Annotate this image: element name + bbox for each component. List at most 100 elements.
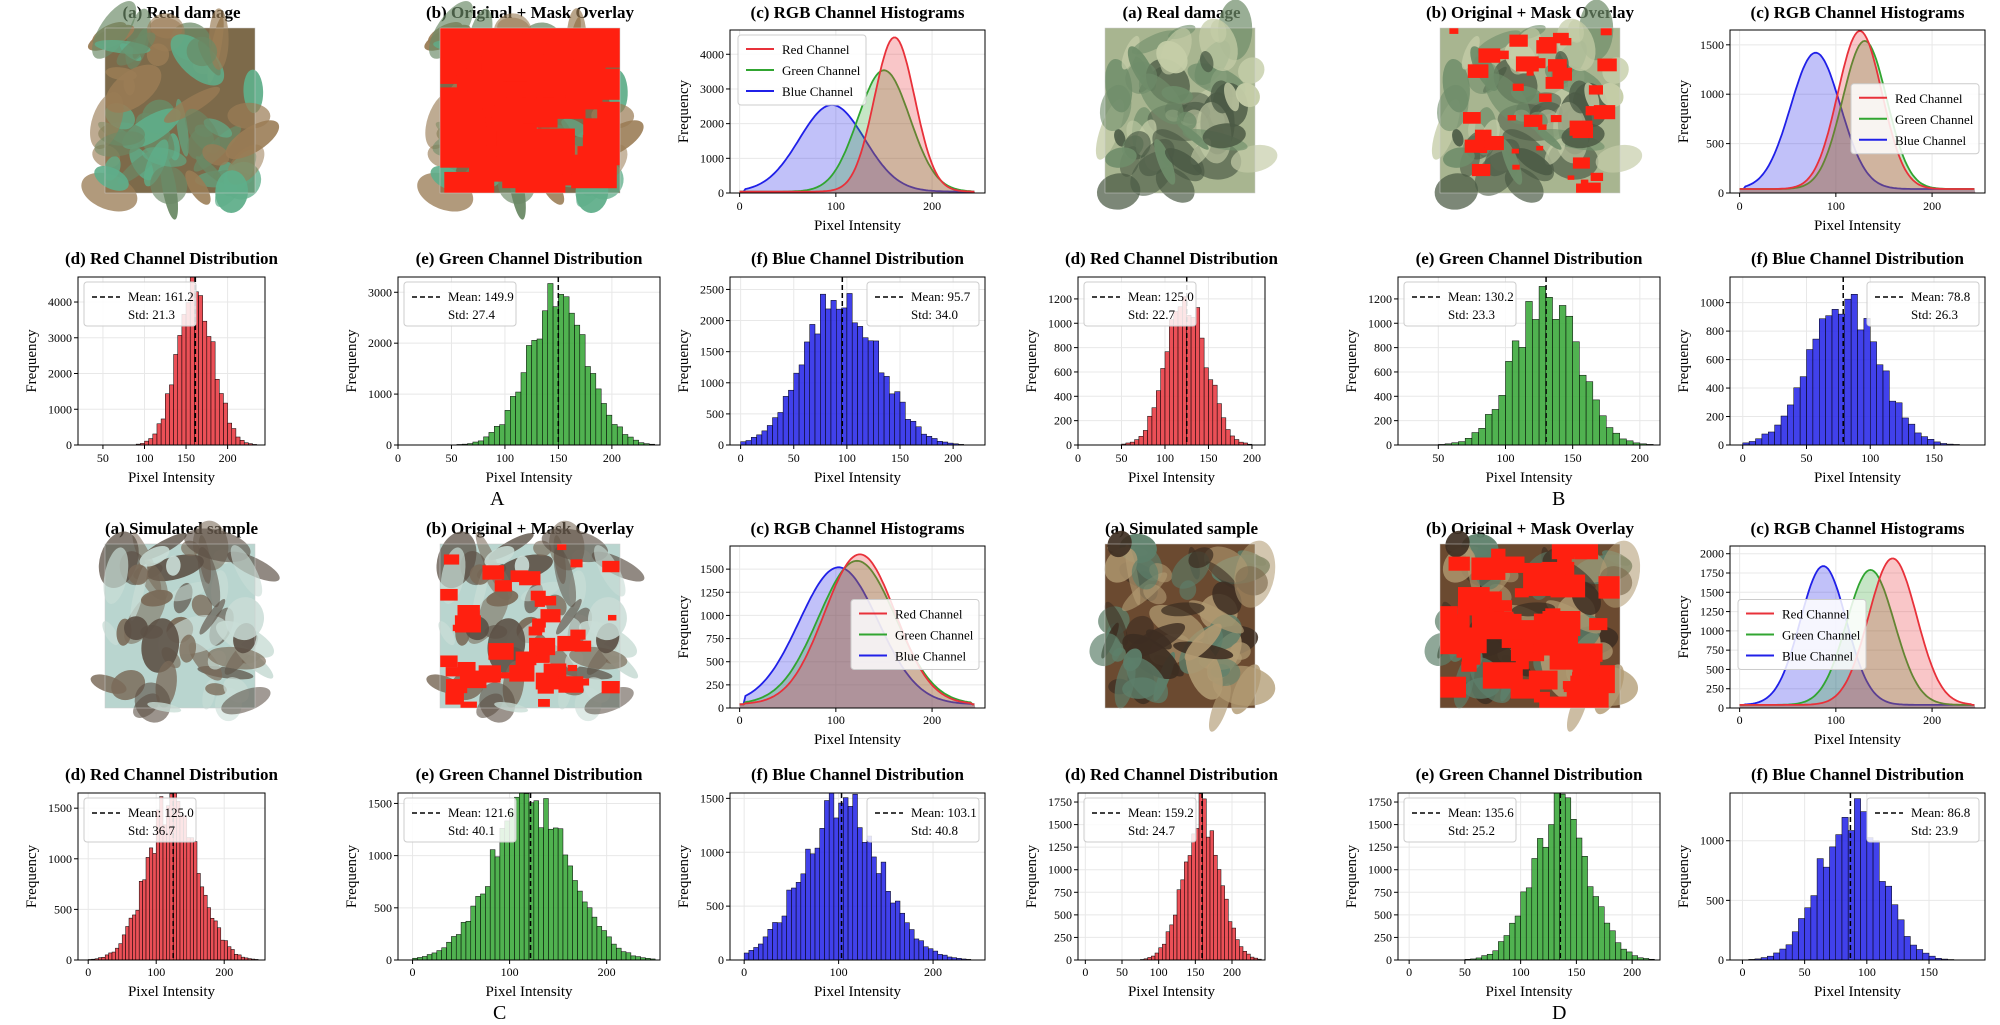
histogram-bar [1173, 914, 1178, 961]
histogram-bar [1464, 438, 1473, 446]
mask-region [1530, 58, 1546, 69]
mask-region [578, 678, 590, 686]
legend-std-label: Std: 40.1 [448, 823, 495, 838]
histogram-bar [142, 879, 147, 961]
mask-region [488, 643, 514, 660]
histogram-bar [1910, 944, 1917, 961]
histogram-bar [531, 340, 538, 446]
y-tick-label: 0 [1386, 438, 1392, 452]
y-tick-label: 1000 [1048, 316, 1072, 330]
mask-region [500, 672, 510, 679]
y-tick-label: 400 [1054, 389, 1072, 403]
histogram-bar [1598, 906, 1605, 961]
histogram-bar [1879, 881, 1886, 961]
histogram-bar [1854, 798, 1861, 961]
legend-box [403, 281, 517, 327]
dist-red-d-x-label: Pixel Intensity [1128, 984, 1216, 1000]
y-tick-label: 0 [386, 953, 392, 967]
histogram-bar [528, 802, 535, 961]
mask-region [1576, 651, 1601, 668]
y-tick-label: 0 [66, 438, 72, 452]
histogram-bar [1810, 895, 1818, 961]
histogram-bar [928, 948, 934, 961]
legend-blue-channel: Blue Channel [895, 648, 967, 663]
dist-blue-b-bars [1742, 293, 1960, 446]
image-texture-patch [1208, 683, 1231, 732]
image-frame [1439, 543, 1621, 709]
dist-green-b-title: (e) Green Channel Distribution [1416, 249, 1643, 268]
mask-region [1539, 93, 1552, 102]
histogram-bar [921, 433, 927, 446]
histogram-bar [217, 927, 222, 961]
mask-region [1471, 557, 1506, 580]
dist-blue-b-y-label: Frequency [1676, 329, 1692, 393]
dist-blue-d-bars [1748, 798, 1955, 961]
rgb-hist-c-frame [729, 545, 986, 709]
histogram-bar [1151, 955, 1156, 961]
histogram-bar [1823, 866, 1830, 961]
blue-channel-line [739, 566, 975, 706]
legend-mean-label: Mean: 86.8 [1911, 805, 1970, 820]
dist-blue-c-y-label: Frequency [676, 844, 692, 908]
dist-red-a-legend: Mean: 161.2 Std: 21.3 [83, 281, 197, 327]
histogram-bar [913, 938, 920, 961]
hist-title-b: (c) RGB Channel Histograms [1751, 3, 1965, 22]
histogram-bar [788, 389, 794, 446]
image-texture-patch [147, 702, 182, 713]
histogram-bar [793, 372, 800, 446]
image-texture-patch [1161, 86, 1193, 104]
mask-region [1538, 124, 1547, 130]
rgb-hist-b-frame [1729, 29, 1986, 194]
histogram-bar [611, 424, 618, 446]
y-tick-label: 500 [54, 902, 72, 916]
image-texture-patch [555, 598, 582, 635]
histogram-bar [235, 436, 241, 446]
dist-blue-d-legend: Mean: 86.8 Std: 23.9 [1866, 797, 1980, 843]
histogram-bar [128, 917, 133, 961]
dist-green-c-frame [397, 792, 661, 961]
histogram-bar [776, 922, 783, 961]
x-tick-label: 50 [1116, 965, 1128, 979]
histogram-bar [899, 401, 906, 446]
mask-region [1536, 145, 1544, 151]
histogram-bar [1901, 417, 1909, 446]
histogram-bar [567, 865, 573, 961]
image-texture-patch [1437, 84, 1469, 132]
y-tick-label: 0 [1066, 438, 1072, 452]
image-texture-patch [128, 564, 149, 585]
image-texture-patch [150, 166, 188, 205]
histogram-bar [620, 951, 627, 961]
image-frame [1439, 27, 1621, 194]
histogram-bar [173, 354, 178, 446]
image-texture-patch [163, 86, 221, 123]
histogram-bar [1592, 399, 1600, 446]
x-tick-label: 0 [1740, 451, 1746, 465]
rgb-hist-a-x-label: Pixel Intensity [814, 218, 902, 234]
image-texture-patch [142, 147, 187, 167]
image-frame [104, 543, 256, 709]
histogram-bar [1154, 952, 1159, 961]
histogram-bar [767, 929, 773, 961]
histogram-bar [451, 936, 457, 961]
x-tick-label: 0 [738, 451, 744, 465]
mask-region [530, 590, 546, 601]
y-tick-label: 0 [1386, 953, 1392, 967]
histogram-bar [475, 896, 481, 961]
mask-overlay-image-c [426, 520, 645, 723]
histogram-bar [1612, 432, 1620, 446]
dist-red-d-title: (d) Red Channel Distribution [1065, 765, 1279, 784]
histogram-bar [562, 854, 569, 961]
y-tick-label: 1000 [700, 151, 724, 165]
histogram-bar [149, 847, 154, 961]
x-tick-label: 0 [1406, 965, 1412, 979]
legend-red-channel: Red Channel [782, 42, 850, 57]
y-tick-label: 1500 [1048, 818, 1072, 832]
histogram-bar [825, 308, 832, 446]
dist-green-d-axes: 0 250 500 750 1000 1250 1500 1750 0 50 100 150 200 [1368, 793, 1660, 979]
legend-box [1866, 281, 1980, 327]
mask-region [535, 653, 550, 663]
image-frame [439, 543, 621, 709]
hist-title-a: (c) RGB Channel Histograms [751, 3, 965, 22]
histogram-bar [152, 853, 157, 961]
